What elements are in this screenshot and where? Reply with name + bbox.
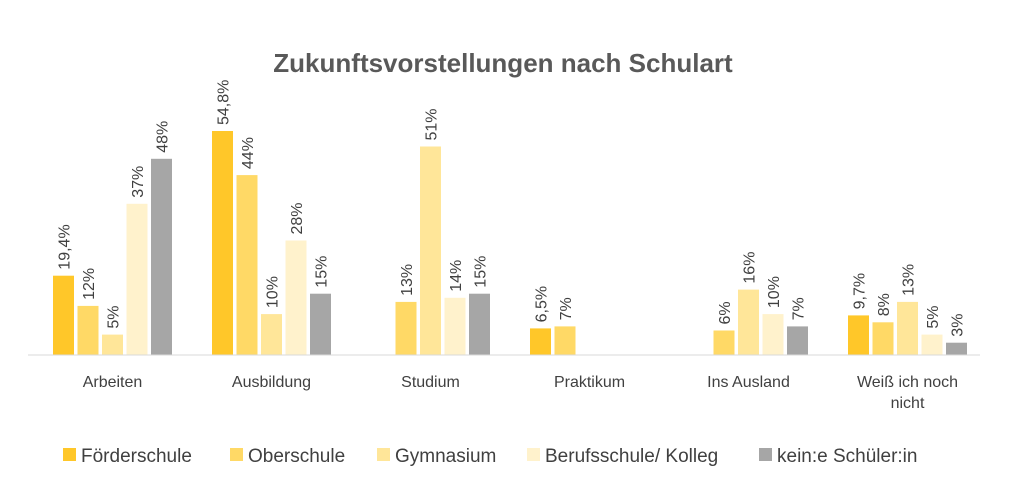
data-label-3-0: 6,5% [534,286,551,322]
legend-item-0: Förderschule [63,446,192,467]
bar-2-2 [420,146,441,355]
data-label-0-4: 48% [155,121,172,153]
data-label-2-2: 51% [424,108,441,140]
category-label-3: Praktikum [554,374,625,391]
legend-label-0: Förderschule [81,446,192,467]
legend-label-4: kein:e Schüler:in [777,446,917,467]
category-label-2: Studium [401,374,460,391]
bar-2-4 [469,293,490,355]
data-label-1-3: 28% [289,202,306,234]
data-label-0-1: 12% [81,268,98,300]
bar-5-0 [848,315,869,355]
data-label-5-0: 9,7% [852,273,869,309]
bar-0-1 [77,305,99,355]
data-label-0-0: 19,4% [57,224,74,269]
bar-0-0 [53,275,74,355]
bar-5-4 [946,342,967,355]
bar-0-3 [126,203,148,355]
category-label-0: Arbeiten [83,374,143,391]
data-label-0-2: 5% [106,305,123,328]
data-label-1-1: 44% [240,137,257,169]
bar-4-1 [713,330,735,355]
category-label-4: Ins Ausland [707,374,790,391]
data-label-1-4: 15% [314,256,331,288]
data-label-0-3: 37% [130,166,147,198]
legend: Förderschule Oberschule Gymnasium Berufssch… [63,446,917,467]
bar-4-4 [787,326,808,355]
bar-2-1 [395,301,417,355]
data-label-2-4: 15% [473,256,490,288]
category-labels-group: Arbeiten Ausbildung Studium Praktikum Ins Au… [83,374,958,412]
data-label-2-3: 14% [448,260,465,292]
category-label-5: Weiß ich noch [857,374,958,391]
bar-1-3 [285,240,307,355]
legend-label-1: Oberschule [248,446,345,467]
bar-1-1 [236,175,258,355]
data-label-4-3: 10% [766,276,783,308]
legend-label-3: Berufsschule/ Kolleg [545,446,718,467]
chart-title: Zukunftsvorstellungen nach Schulart [273,48,733,78]
bars-group [53,131,967,355]
data-label-5-3: 5% [925,305,942,328]
legend-label-2: Gymnasium [395,446,496,467]
legend-swatch-0 [63,448,76,461]
bar-5-2 [897,301,918,355]
bar-0-4 [151,158,172,355]
bar-5-1 [872,322,894,355]
legend-swatch-4 [759,448,772,461]
legend-item-3: Berufsschule/ Kolleg [527,446,718,467]
data-label-2-1: 13% [399,264,416,296]
legend-swatch-1 [230,448,243,461]
bar-1-4 [310,293,331,355]
bar-1-2 [261,314,282,355]
data-label-5-1: 8% [876,293,893,316]
legend-item-2: Gymnasium [377,446,496,467]
bar-2-3 [444,297,466,355]
data-label-3-1: 7% [558,297,575,320]
data-labels-group: 19,4% 12% 5% 37% 48% 54,8% 44% 10% 28% 15% 13% 51% 1… [57,80,967,337]
bar-0-2 [102,334,123,355]
legend-swatch-2 [377,448,390,461]
data-label-4-2: 16% [742,252,759,284]
bar-3-1 [554,326,576,355]
data-label-5-4: 3% [950,314,967,337]
data-label-4-4: 7% [791,297,808,320]
legend-item-1: Oberschule [230,446,345,467]
bar-4-3 [762,314,784,355]
data-label-1-0: 54,8% [216,80,233,125]
data-label-4-1: 6% [717,301,734,324]
category-label-1: Ausbildung [232,374,311,391]
data-label-5-2: 13% [901,264,918,296]
legend-swatch-3 [527,448,540,461]
bar-5-3 [921,334,943,355]
category-label-5-line2: nicht [891,395,925,412]
legend-item-4: kein:e Schüler:in [759,446,917,467]
bar-4-2 [738,289,759,355]
bar-1-0 [212,131,233,355]
bar-3-0 [530,328,551,355]
data-label-1-2: 10% [265,276,282,308]
